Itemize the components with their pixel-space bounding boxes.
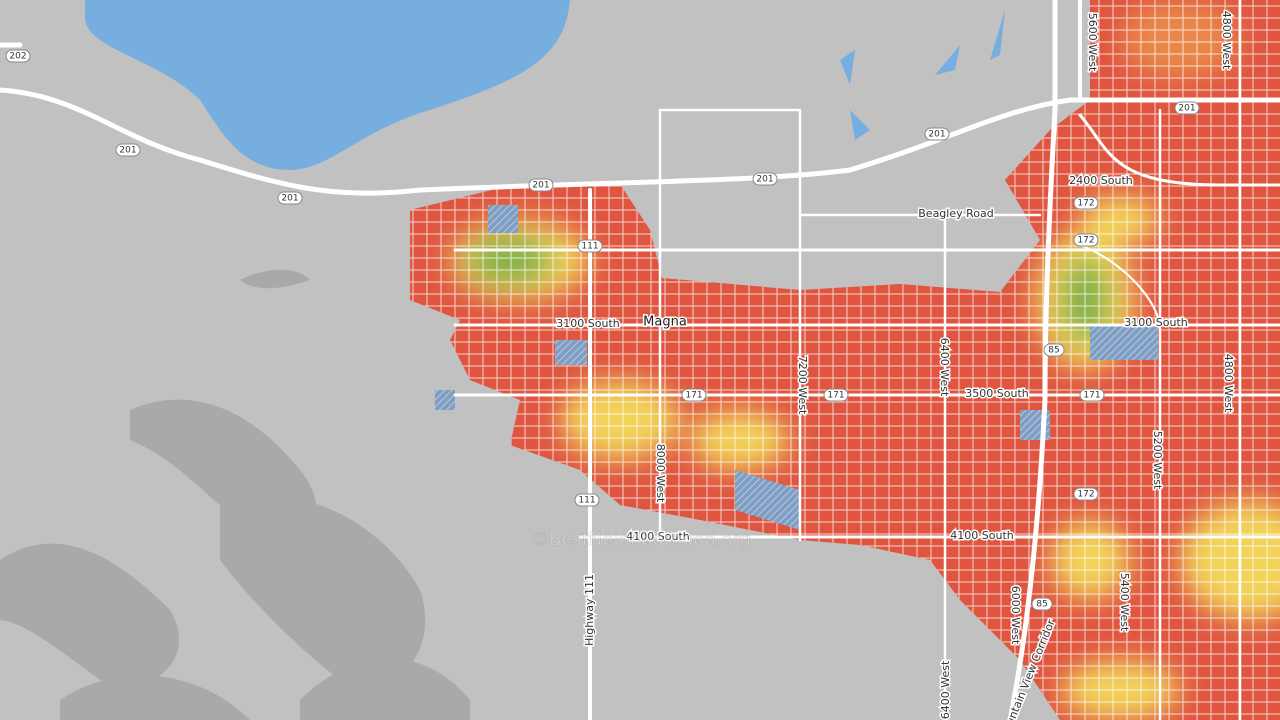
terrain bbox=[0, 269, 470, 720]
road-label: 4800 West bbox=[1222, 354, 1235, 413]
shield: 201 bbox=[528, 178, 554, 192]
road-label: 2400 South bbox=[1069, 174, 1132, 187]
shield: 171 bbox=[1079, 388, 1105, 402]
shield: 201 bbox=[924, 127, 950, 141]
shield: 85 bbox=[1043, 343, 1065, 357]
shield: 172 bbox=[1073, 233, 1099, 247]
shield-label: 201 bbox=[1178, 104, 1195, 114]
road-label: 4800 West bbox=[1220, 11, 1233, 70]
watermark: ©BestNeighborhood.org bbox=[531, 529, 751, 550]
shield: 85 bbox=[1031, 597, 1053, 611]
lake bbox=[85, 0, 570, 170]
road-label: 3500 South bbox=[965, 387, 1028, 400]
road-label: 4100 South bbox=[950, 529, 1013, 542]
road-label: 3100 South bbox=[1124, 316, 1187, 329]
road-label: 7200 West bbox=[796, 356, 809, 415]
road-label: 5400 West bbox=[1118, 573, 1131, 632]
shield-label: 171 bbox=[1083, 391, 1100, 401]
road-label: 6000 West bbox=[1009, 586, 1022, 645]
shield-label: 201 bbox=[532, 181, 549, 191]
road-label: Highway 111 bbox=[583, 574, 596, 646]
road-label: 6400 West bbox=[938, 338, 951, 397]
shield-label: 111 bbox=[581, 242, 598, 252]
shield: 172 bbox=[1073, 196, 1099, 210]
shield-label: 171 bbox=[685, 391, 702, 401]
shield-label: 201 bbox=[281, 194, 298, 204]
shield: 201 bbox=[115, 143, 141, 157]
shield: 201 bbox=[752, 172, 778, 186]
shield-label: 85 bbox=[1036, 600, 1047, 610]
shield-label: 172 bbox=[1077, 236, 1094, 246]
road-label: 3100 South bbox=[556, 317, 619, 330]
shield-label: 172 bbox=[1077, 490, 1094, 500]
road-label: 5200 West bbox=[1151, 431, 1164, 490]
road-label: 5600 West bbox=[1086, 13, 1099, 72]
road-label: 4100 South bbox=[626, 530, 689, 543]
shield: 111 bbox=[574, 493, 600, 507]
ponds bbox=[840, 10, 1005, 140]
shield-label: 171 bbox=[827, 391, 844, 401]
place-label: Magna bbox=[643, 315, 687, 330]
shield: 201 bbox=[277, 191, 303, 205]
shield: 201 bbox=[1174, 101, 1200, 115]
shield-label: 201 bbox=[928, 130, 945, 140]
shield-label: 85 bbox=[1048, 346, 1059, 356]
route-shields: 202 201 201 201 201 201 201 172 172 111 … bbox=[5, 49, 1200, 611]
shield: 171 bbox=[823, 388, 849, 402]
shield: 171 bbox=[681, 388, 707, 402]
shield-label: 201 bbox=[119, 146, 136, 156]
shield-label: 172 bbox=[1077, 199, 1094, 209]
shield: 172 bbox=[1073, 487, 1099, 501]
parks bbox=[435, 205, 1158, 530]
shield: 111 bbox=[577, 239, 603, 253]
shield-label: 201 bbox=[756, 175, 773, 185]
shield-label: 111 bbox=[578, 496, 595, 506]
road-label: Beagley Road bbox=[918, 207, 993, 220]
shield: 202 bbox=[5, 49, 31, 63]
shield-label: 202 bbox=[9, 52, 26, 62]
road-label: 8000 West bbox=[654, 444, 667, 503]
road-label: 6400 West bbox=[939, 660, 952, 719]
